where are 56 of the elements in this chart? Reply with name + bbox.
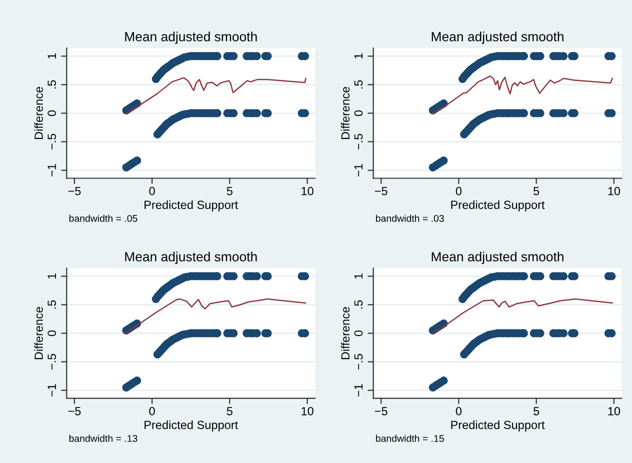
x-axis-title: Predicted Support <box>451 200 545 212</box>
point <box>440 376 448 385</box>
y-tick-label: −.5 <box>354 354 363 370</box>
x-tick-label: 0 <box>456 406 462 416</box>
x-tick-label: −5 <box>374 187 388 196</box>
y-tick-label: −.5 <box>48 354 56 370</box>
point <box>132 376 142 385</box>
x-tick-label: 10 <box>608 406 620 416</box>
chart-title: Mean adjusted smooth <box>432 252 564 264</box>
y-tick-label: −1 <box>354 384 363 396</box>
y-axis-title: Difference <box>34 86 43 140</box>
x-tick-label: −5 <box>68 187 81 196</box>
y-tick-label: 0 <box>354 330 363 336</box>
y-tick-label: .5 <box>354 300 363 309</box>
y-tick-label: −.5 <box>354 134 363 150</box>
x-tick-label: 10 <box>302 186 314 196</box>
x-tick-label: 10 <box>608 186 620 196</box>
x-axis-title: Predicted Support <box>144 200 238 212</box>
x-tick-label: 0 <box>456 186 462 196</box>
y-tick-label: 0 <box>48 110 56 116</box>
point <box>132 156 142 165</box>
y-tick-label: −1 <box>354 164 363 176</box>
x-tick-label: 5 <box>226 187 232 196</box>
y-tick-label: 0 <box>48 330 56 336</box>
x-tick-label: 5 <box>534 187 540 196</box>
y-axis-title: Difference <box>34 306 43 360</box>
point <box>440 156 448 165</box>
chart-title: Mean adjusted smooth <box>125 32 257 44</box>
text: bandwidth = .03 <box>376 214 444 222</box>
y-tick-label: −.5 <box>48 134 56 150</box>
x-tick-label: 5 <box>226 407 232 416</box>
y-axis-title: Difference <box>340 306 350 360</box>
y-tick-label: 1 <box>354 53 363 59</box>
y-tick-label: −1 <box>48 384 56 396</box>
y-tick-label: 1 <box>354 274 363 279</box>
y-tick-label: 1 <box>48 274 56 279</box>
chart-title: Mean adjusted smooth <box>432 32 564 44</box>
y-tick-label: −1 <box>48 164 56 176</box>
y-tick-label: .5 <box>48 80 56 89</box>
chart-title: Mean adjusted smooth <box>125 252 257 264</box>
y-tick-label: .5 <box>48 300 56 309</box>
x-tick-label: 5 <box>534 407 540 416</box>
x-tick-label: 10 <box>302 406 314 416</box>
x-tick-label: 0 <box>149 186 155 196</box>
y-tick-label: 1 <box>48 53 56 59</box>
text: bandwidth = .05 <box>69 214 138 222</box>
x-tick-label: 0 <box>149 406 155 416</box>
y-tick-label: 0 <box>354 110 363 116</box>
x-tick-label: −5 <box>374 407 388 416</box>
text: bandwidth = .15 <box>376 434 444 442</box>
x-axis-title: Predicted Support <box>144 420 238 432</box>
text: bandwidth = .13 <box>69 434 138 442</box>
x-tick-label: −5 <box>68 407 81 416</box>
y-tick-label: .5 <box>354 80 363 89</box>
x-axis-title: Predicted Support <box>451 420 545 432</box>
y-axis-title: Difference <box>340 86 350 140</box>
